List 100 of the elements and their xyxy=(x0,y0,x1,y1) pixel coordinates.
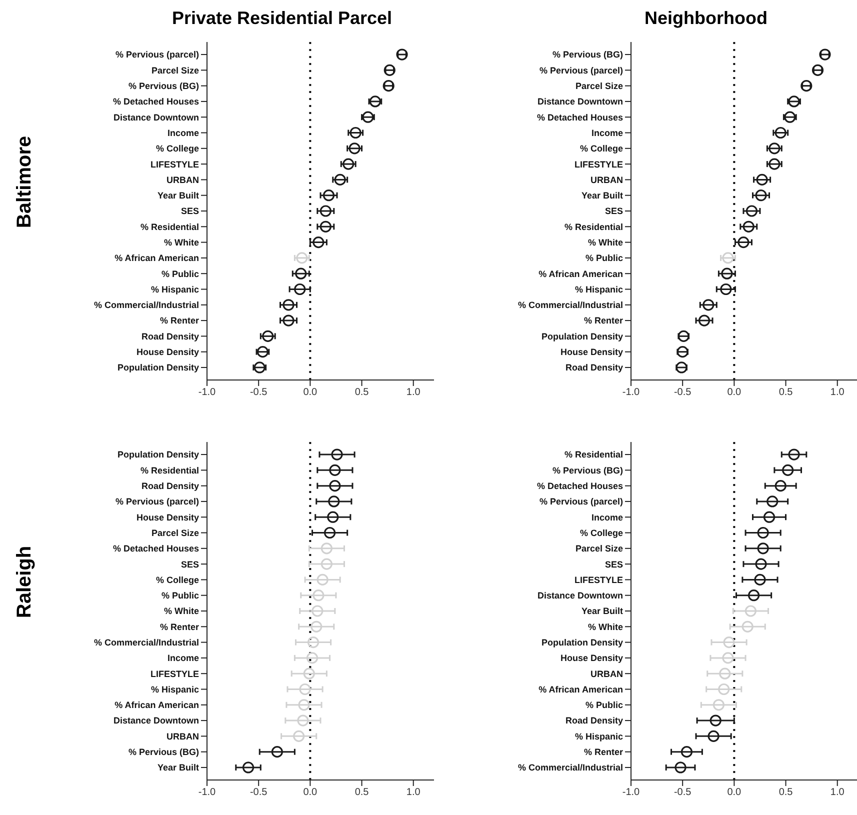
y-tick-label: Road Density xyxy=(141,331,199,342)
y-tick-label: Income xyxy=(167,653,199,664)
y-tick-label: LIFESTYLE xyxy=(150,668,199,679)
y-tick-label: % College xyxy=(156,144,199,154)
point xyxy=(306,652,318,664)
y-tick-label: % African American xyxy=(114,700,199,710)
y-tick-label: Parcel Size xyxy=(575,544,623,554)
chart-title: Neighborhood xyxy=(644,8,768,28)
y-tick-label: % White xyxy=(588,237,623,248)
y-tick-label: % Hispanic xyxy=(150,284,199,294)
point xyxy=(782,464,794,476)
point xyxy=(712,699,725,711)
y-tick-label: % White xyxy=(164,237,199,248)
point xyxy=(331,448,343,460)
y-tick-label: % Renter xyxy=(584,747,624,758)
y-tick-label: Year Built xyxy=(157,190,199,201)
y-tick-label: Distance Downtown xyxy=(113,112,199,122)
point xyxy=(768,158,780,170)
x-tick-label: -1.0 xyxy=(198,787,216,798)
x-tick-label: 0.5 xyxy=(354,387,370,398)
point xyxy=(757,526,769,539)
point xyxy=(329,480,341,492)
y-tick-label: % Residential xyxy=(564,450,623,460)
point xyxy=(293,730,305,742)
point xyxy=(746,205,758,217)
y-tick-label: % Renter xyxy=(160,316,200,326)
y-tick-label: % White xyxy=(588,622,623,632)
y-tick-label: % Pervious (BG) xyxy=(128,747,199,758)
y-tick-label: URBAN xyxy=(590,174,623,185)
point xyxy=(348,142,360,154)
y-tick-label: % African American xyxy=(114,253,199,264)
y-tick-label: % Detached Houses xyxy=(112,544,199,554)
y-tick-label: Population Density xyxy=(117,450,199,460)
y-tick-label: % Commercial/Industrial xyxy=(518,300,623,310)
y-tick-label: Distance Downtown xyxy=(537,590,623,601)
point xyxy=(742,620,754,632)
x-tick-label: 0.5 xyxy=(354,787,370,798)
point xyxy=(766,496,778,508)
y-tick-label: URBAN xyxy=(166,174,199,185)
y-tick-label: % College xyxy=(580,144,623,154)
point xyxy=(756,174,768,186)
point xyxy=(322,190,335,202)
x-tick-label: 1.0 xyxy=(406,787,421,798)
y-tick-label: Year Built xyxy=(157,762,199,773)
point xyxy=(324,526,336,539)
point xyxy=(674,762,686,774)
x-tick-label: -0.5 xyxy=(674,387,692,398)
y-tick-label: SES xyxy=(604,559,623,570)
point xyxy=(328,496,340,508)
y-tick-label: % Detached Houses xyxy=(112,96,199,107)
y-tick-label: % White xyxy=(164,606,199,616)
y-tick-label: % Residential xyxy=(140,222,199,232)
point xyxy=(708,730,720,742)
point xyxy=(774,126,786,139)
point xyxy=(757,542,769,554)
point xyxy=(755,558,767,570)
point xyxy=(312,236,324,248)
y-tick-label: House Density xyxy=(560,347,623,358)
y-tick-label: % Renter xyxy=(584,316,624,326)
y-tick-label: Parcel Size xyxy=(151,65,199,76)
point xyxy=(723,636,735,648)
y-tick-label: % Public xyxy=(161,268,199,279)
y-tick-label: SES xyxy=(604,206,623,216)
y-tick-label: % Pervious (parcel) xyxy=(539,65,624,76)
y-tick-label: % Residential xyxy=(564,222,623,232)
y-tick-label: Road Density xyxy=(565,716,623,726)
point xyxy=(299,683,311,696)
point xyxy=(719,668,731,680)
point xyxy=(310,620,322,632)
y-tick-label: % Public xyxy=(585,253,623,264)
point xyxy=(718,683,730,696)
y-tick-label: % Commercial/Industrial xyxy=(518,762,623,773)
point xyxy=(307,636,320,648)
x-tick-label: 0.0 xyxy=(303,387,318,398)
point xyxy=(755,190,767,202)
x-tick-label: -1.0 xyxy=(622,787,640,798)
point xyxy=(774,480,786,492)
point xyxy=(327,511,339,523)
y-tick-label: Year Built xyxy=(581,190,623,201)
y-tick-label: % College xyxy=(580,528,623,538)
x-tick-label: 0.5 xyxy=(778,387,794,398)
point xyxy=(720,283,732,296)
y-tick-label: Distance Downtown xyxy=(537,96,623,107)
y-tick-label: % Pervious (BG) xyxy=(552,465,623,476)
chart-title: Private Residential Parcel xyxy=(172,8,392,28)
point xyxy=(334,174,346,186)
point xyxy=(342,158,354,170)
x-tick-label: -0.5 xyxy=(250,387,268,398)
y-tick-label: % Commercial/Industrial xyxy=(94,637,199,648)
point xyxy=(320,220,332,232)
x-tick-label: 0.0 xyxy=(303,787,318,798)
point xyxy=(788,448,800,460)
point xyxy=(722,652,734,664)
x-tick-label: -1.0 xyxy=(622,387,640,398)
y-tick-label: % African American xyxy=(538,684,623,694)
point xyxy=(295,268,307,280)
point xyxy=(296,252,308,264)
y-tick-label: Income xyxy=(591,512,623,522)
x-tick-label: 0.0 xyxy=(727,787,742,798)
y-tick-label: % Pervious (parcel) xyxy=(115,50,200,60)
